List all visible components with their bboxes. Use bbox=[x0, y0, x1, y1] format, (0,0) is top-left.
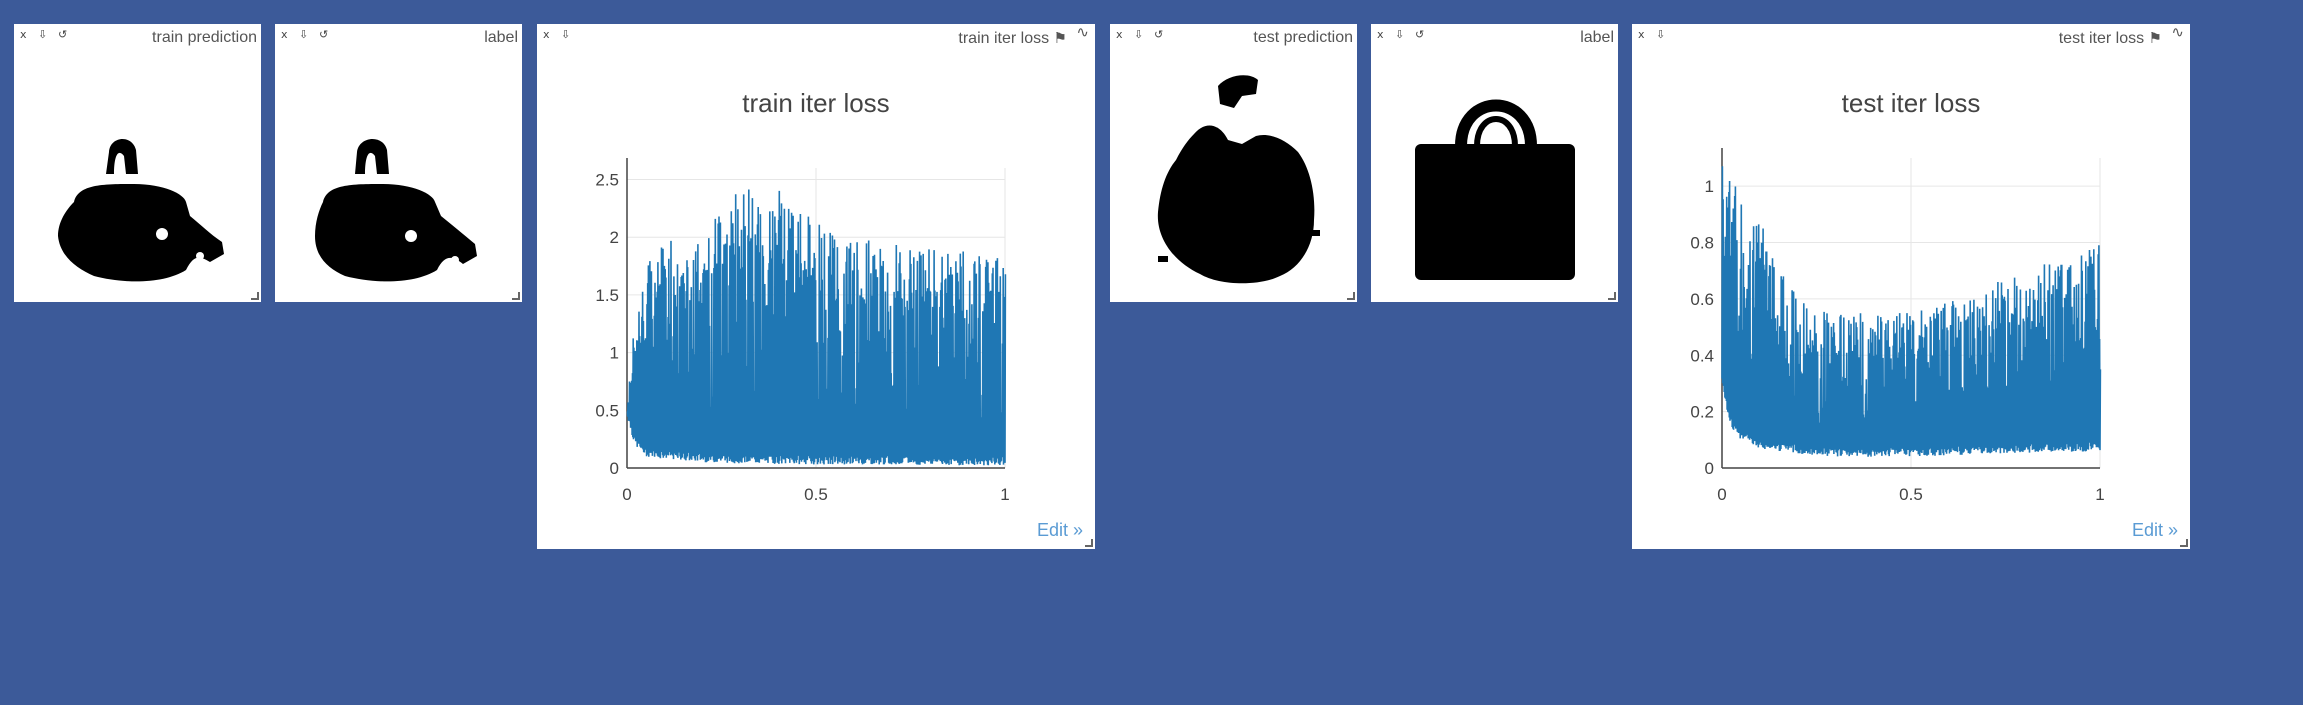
smooth-icon[interactable]: ∿ bbox=[1076, 24, 1089, 41]
y-tick-label: 0.4 bbox=[1690, 346, 1714, 365]
edit-link[interactable]: Edit » bbox=[2131, 520, 2178, 540]
resize-handle[interactable] bbox=[251, 292, 259, 300]
y-tick-label: 0.5 bbox=[595, 401, 619, 420]
close-icon[interactable]: x bbox=[20, 28, 27, 41]
pane-title: train iter loss ⚑ bbox=[958, 29, 1067, 48]
resize-handle[interactable] bbox=[1347, 292, 1355, 300]
download-icon[interactable]: ⇩ bbox=[1134, 28, 1144, 41]
pane-title-text: test iter loss bbox=[2058, 30, 2145, 47]
x-tick-label: 0.5 bbox=[804, 485, 828, 504]
resize-handle[interactable] bbox=[2180, 539, 2188, 547]
test-prediction-pane: x ⇩ ↺ test prediction bbox=[1110, 24, 1357, 302]
pane-toolbar: x ⇩ train iter loss ⚑ ∿ bbox=[537, 24, 1095, 48]
y-tick-label: 0.6 bbox=[1690, 290, 1714, 309]
close-icon[interactable]: x bbox=[1638, 28, 1645, 41]
pane-toolbar: x ⇩ ↺ label bbox=[1371, 24, 1618, 48]
close-icon[interactable]: x bbox=[281, 28, 288, 41]
pane-title: test prediction bbox=[1253, 29, 1353, 46]
train-loss-pane: x ⇩ train iter loss ⚑ ∿ train iter loss 0… bbox=[537, 24, 1095, 549]
train-prediction-pane: x ⇩ ↺ train prediction bbox=[14, 24, 261, 302]
test-label-pane: x ⇩ ↺ label bbox=[1371, 24, 1618, 302]
y-tick-label: 0.2 bbox=[1690, 403, 1714, 422]
download-icon[interactable]: ⇩ bbox=[299, 28, 309, 41]
pane-toolbar: x ⇩ ↺ train prediction bbox=[14, 24, 261, 48]
download-icon[interactable]: ⇩ bbox=[1656, 28, 1666, 41]
reset-icon[interactable]: ↺ bbox=[319, 28, 329, 41]
test-loss-chart: test iter loss 0 0.2 0.4 0.6 0.8 1 0 0.5 1 bbox=[1690, 88, 2104, 504]
reset-icon[interactable]: ↺ bbox=[58, 28, 68, 41]
edit-link[interactable]: Edit » bbox=[1036, 520, 1083, 540]
x-tick-label: 0 bbox=[622, 485, 631, 504]
series-line bbox=[1721, 166, 2102, 457]
close-icon[interactable]: x bbox=[1116, 28, 1123, 41]
x-tick-label: 1 bbox=[2095, 485, 2104, 504]
x-tick-label: 0 bbox=[1717, 485, 1726, 504]
train-loss-chart: train iter loss 0 0.5 1 1.5 2 2.5 0 0.5 1 bbox=[595, 88, 1009, 504]
pane-title: test iter loss ⚑ bbox=[2059, 29, 2162, 48]
resize-handle[interactable] bbox=[512, 292, 520, 300]
x-tick-label: 0.5 bbox=[1899, 485, 1923, 504]
pane-title: train prediction bbox=[152, 29, 257, 46]
pane-title: label bbox=[484, 29, 518, 46]
y-tick-label: 0.8 bbox=[1690, 234, 1714, 253]
x-tick-label: 1 bbox=[1000, 485, 1009, 504]
y-tick-label: 1.5 bbox=[595, 286, 619, 305]
download-icon[interactable]: ⇩ bbox=[38, 28, 48, 41]
train-label-image bbox=[315, 138, 477, 282]
pane-toolbar: x ⇩ test iter loss ⚑ ∿ bbox=[1632, 24, 2190, 48]
y-tick-label: 2 bbox=[610, 228, 619, 247]
download-icon[interactable]: ⇩ bbox=[1395, 28, 1405, 41]
resize-handle[interactable] bbox=[1085, 539, 1093, 547]
reset-icon[interactable]: ↺ bbox=[1154, 28, 1164, 41]
reset-icon[interactable]: ↺ bbox=[1415, 28, 1425, 41]
y-tick-label: 0 bbox=[610, 459, 619, 478]
smooth-icon[interactable]: ∿ bbox=[2171, 24, 2184, 41]
download-icon[interactable]: ⇩ bbox=[561, 28, 571, 41]
test-prediction-image bbox=[1157, 75, 1320, 284]
close-icon[interactable]: x bbox=[1377, 28, 1384, 41]
test-loss-pane: x ⇩ test iter loss ⚑ ∿ test iter loss 0 0.… bbox=[1632, 24, 2190, 549]
y-tick-label: 2.5 bbox=[595, 171, 619, 190]
tag-icon[interactable]: ⚑ bbox=[2148, 30, 2162, 47]
pane-title: label bbox=[1580, 29, 1614, 46]
test-label-image bbox=[1415, 99, 1575, 280]
train-prediction-image bbox=[58, 138, 224, 282]
y-tick-label: 1 bbox=[1705, 177, 1714, 196]
chart-title: train iter loss bbox=[742, 88, 889, 118]
train-label-pane: x ⇩ ↺ label bbox=[275, 24, 522, 302]
series-line bbox=[626, 189, 1007, 466]
close-icon[interactable]: x bbox=[543, 28, 550, 41]
y-tick-label: 1 bbox=[610, 344, 619, 363]
y-tick-label: 0 bbox=[1705, 459, 1714, 478]
pane-title-text: train iter loss bbox=[958, 30, 1050, 47]
pane-toolbar: x ⇩ ↺ label bbox=[275, 24, 522, 48]
chart-title: test iter loss bbox=[1842, 88, 1981, 118]
tag-icon[interactable]: ⚑ bbox=[1053, 30, 1067, 47]
pane-toolbar: x ⇩ ↺ test prediction bbox=[1110, 24, 1357, 48]
resize-handle[interactable] bbox=[1608, 292, 1616, 300]
